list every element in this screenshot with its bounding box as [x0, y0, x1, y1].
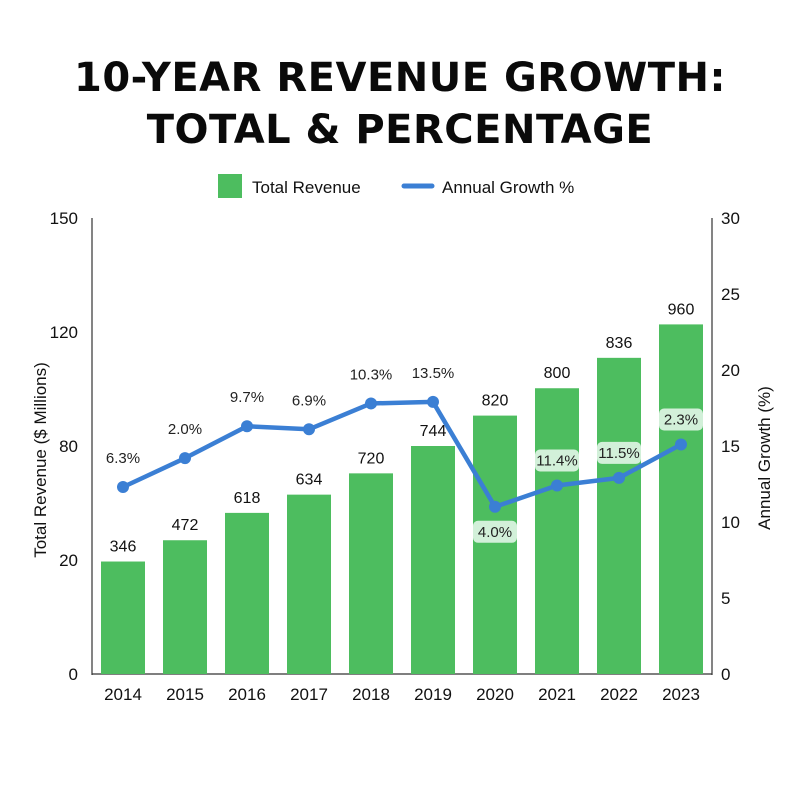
y2-axis-title: Annual Growth (%) [755, 386, 774, 530]
y2-tick-label: 30 [721, 209, 740, 228]
bar-2018 [349, 473, 393, 674]
bar-2015 [163, 540, 207, 674]
x-tick-label: 2016 [228, 685, 266, 704]
growth-line [120, 399, 684, 510]
bar-value-label: 720 [358, 450, 385, 467]
bar-value-label: 960 [668, 301, 695, 318]
y-tick-label: 150 [50, 209, 78, 228]
x-tick-label: 2020 [476, 685, 514, 704]
growth-label-bg [597, 441, 641, 464]
legend-swatch-total-revenue [218, 174, 242, 198]
growth-point-2021 [551, 479, 563, 492]
chart-title: 10-YEAR REVENUE GROWTH: TOTAL & PERCENTA… [0, 52, 800, 156]
bar-2019 [411, 446, 455, 674]
bar-value-label: 346 [110, 539, 137, 556]
bar-2020 [473, 415, 517, 674]
x-tick-label: 2021 [538, 685, 576, 704]
growth-point-2020 [489, 500, 501, 513]
growth-value-label: 2.3% [664, 411, 698, 428]
growth-value-label: 2.0% [168, 421, 202, 438]
growth-value-label: 9.7% [230, 389, 264, 406]
bar-value-label: 618 [234, 490, 261, 507]
growth-point-2016 [241, 420, 253, 433]
bar-value-label: 634 [296, 472, 323, 489]
x-tick-label: 2018 [352, 685, 390, 704]
bar-2016 [225, 512, 269, 674]
growth-value-label: 11.4% [536, 453, 577, 470]
y-tick-label: 120 [50, 323, 78, 342]
bar-2017 [287, 494, 331, 674]
growth-label-bg [473, 520, 517, 543]
bar-value-label: 800 [544, 365, 571, 382]
growth-value-label: 13.5% [412, 365, 455, 382]
y2-tick-label: 25 [721, 285, 740, 304]
growth-point-2018 [365, 397, 377, 410]
legend-label-total-revenue: Total Revenue [252, 178, 361, 197]
bar-2021 [535, 388, 579, 674]
x-tick-label: 2019 [414, 685, 452, 704]
y-tick-label: 80 [59, 437, 78, 456]
bar-2023 [659, 324, 703, 674]
x-tick-label: 2022 [600, 685, 638, 704]
y-tick-label: 20 [59, 551, 78, 570]
bar-value-label: 744 [420, 423, 447, 440]
y-axis-title: Total Revenue ($ Millions) [31, 362, 50, 558]
growth-value-label: 4.0% [478, 524, 512, 541]
chart-title-line-1: 10-YEAR REVENUE GROWTH: [74, 55, 726, 101]
growth-point-2023 [675, 438, 687, 451]
growth-value-label: 6.9% [292, 392, 326, 409]
x-tick-label: 2017 [290, 685, 328, 704]
growth-label-bg [659, 408, 703, 431]
bar-value-label: 836 [606, 335, 633, 352]
growth-value-label: 11.5% [598, 445, 639, 462]
x-tick-label: 2015 [166, 685, 204, 704]
growth-point-2022 [613, 471, 625, 484]
y2-tick-label: 10 [721, 513, 740, 532]
bar-value-label: 820 [482, 393, 509, 410]
growth-point-2017 [303, 423, 315, 436]
growth-point-2019 [427, 395, 439, 408]
y2-tick-label: 0 [721, 665, 730, 684]
growth-point-2014 [117, 481, 129, 494]
chart-title-line-2: TOTAL & PERCENTAGE [146, 107, 654, 153]
x-tick-label: 2014 [104, 685, 142, 704]
bar-value-label: 472 [172, 517, 199, 534]
growth-value-label: 10.3% [350, 366, 393, 383]
y2-tick-label: 20 [721, 361, 740, 380]
y-tick-label: 0 [69, 665, 78, 684]
bar-2022 [597, 357, 641, 674]
growth-value-label: 6.3% [106, 450, 140, 467]
y2-tick-label: 5 [721, 589, 730, 608]
growth-point-2015 [179, 452, 191, 465]
x-tick-label: 2023 [662, 685, 700, 704]
legend-label-annual-growth: Annual Growth % [442, 178, 574, 197]
growth-label-bg [535, 449, 579, 472]
y2-tick-label: 15 [721, 437, 740, 456]
bar-2014 [101, 561, 145, 674]
